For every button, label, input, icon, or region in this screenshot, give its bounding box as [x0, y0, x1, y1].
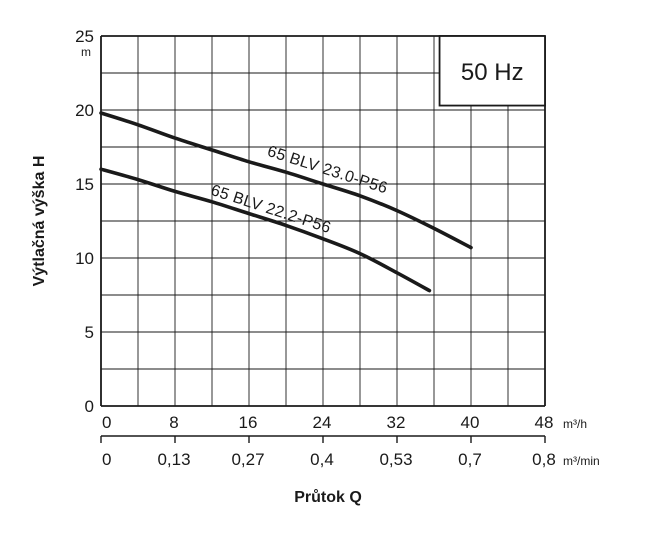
x2-tick-label: 0,8: [532, 450, 556, 469]
series-line: [99, 111, 473, 250]
y-tick-label: 0: [85, 397, 94, 416]
x-tick-label: 0: [102, 413, 111, 432]
y-axis-unit: m: [81, 45, 91, 59]
x-axis-title: Průtok Q: [294, 489, 362, 506]
x-tick-label: 48: [535, 413, 554, 432]
x-tick-label: 8: [169, 413, 178, 432]
x2-tick-label: 0,27: [231, 450, 264, 469]
x-tick-label: 24: [313, 413, 332, 432]
y-axis-title: Výtlačná výška H: [31, 156, 48, 287]
x-tick-label: 16: [239, 413, 258, 432]
x2-tick-label: 0,53: [379, 450, 412, 469]
y-tick-label: 15: [75, 175, 94, 194]
axes: 0 5 10 15 20 25 0 8 16 24 32 40 48 0 0,13 0,27 0,4 0,53 0,…: [75, 27, 556, 469]
frequency-badge: 50 Hz: [438, 35, 546, 107]
series-label: 65 BLV 22.2-P56: [209, 182, 333, 237]
x2-tick-label: 0,7: [458, 450, 482, 469]
x2-tick-label: 0,4: [310, 450, 334, 469]
x-axis-unit: m³/h: [563, 417, 587, 431]
x2-tick-label: 0: [102, 450, 111, 469]
series-line: [99, 167, 432, 293]
y-tick-label: 20: [75, 101, 94, 120]
y-tick-label: 10: [75, 249, 94, 268]
frequency-badge-text: 50 Hz: [461, 59, 524, 86]
y-tick-label: 5: [85, 323, 94, 342]
y-tick-label: 25: [75, 27, 94, 46]
x-tick-label: 40: [461, 413, 480, 432]
x-tick-label: 32: [387, 413, 406, 432]
x2-axis-unit: m³/min: [563, 454, 600, 468]
x2-tick-label: 0,13: [157, 450, 190, 469]
frequency-badge-box: [438, 35, 546, 107]
series-group: [99, 111, 473, 293]
